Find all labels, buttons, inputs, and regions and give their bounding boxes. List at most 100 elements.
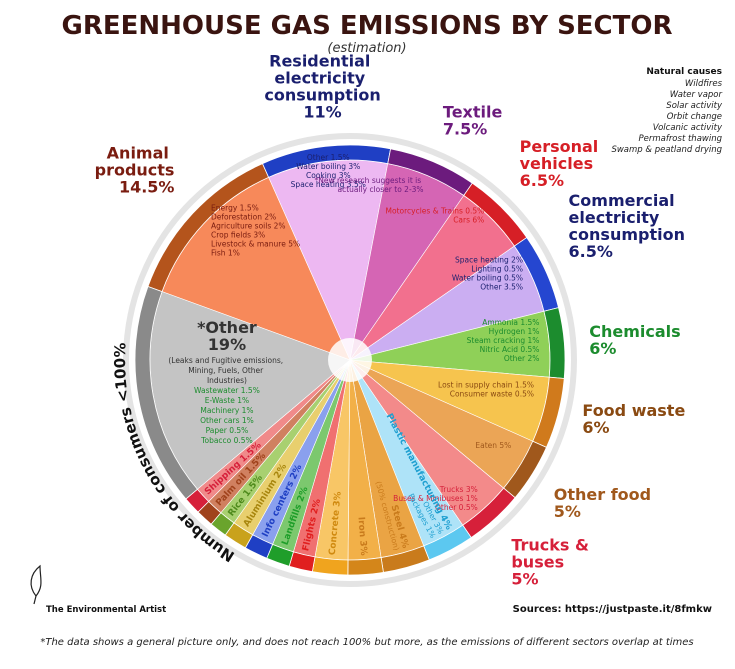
sector-value: 4% xyxy=(396,532,410,549)
sector-name: Concrete xyxy=(328,506,342,555)
sector-arc xyxy=(347,557,384,576)
sector-sub: Lost in supply chain 1.5% xyxy=(438,381,534,390)
sector-name: Commercial electricity consumption xyxy=(569,191,685,244)
natural-cause: Permafrost thawing xyxy=(638,134,722,144)
natural-cause: Swamp & peatland drying xyxy=(611,145,722,155)
sector-sub: Agriculture soils 2% xyxy=(211,221,285,230)
sector-label: Iron 3% xyxy=(355,516,368,555)
sector-sub: Consumer waste 0.5% xyxy=(450,390,534,399)
brand: The Environmental Artist xyxy=(46,605,166,615)
brand-logo xyxy=(30,564,42,605)
sector-name: Residential electricity consumption xyxy=(264,52,380,105)
sector-sub: Cooking 3% xyxy=(306,171,351,180)
sector-sub: Other 3.5% xyxy=(480,283,523,292)
leaf-icon xyxy=(30,564,42,597)
sector-value: 7.5% xyxy=(443,120,487,139)
sector-sub: Eaten 5% xyxy=(475,441,511,450)
sector-value: 5% xyxy=(554,502,581,521)
sector-value: 19% xyxy=(208,335,246,354)
label-line: electricity xyxy=(569,208,665,227)
sector-value: 3% xyxy=(357,540,368,556)
chart-title: GREENHOUSE GAS EMISSIONS BY SECTOR xyxy=(62,11,673,41)
label-line: Residential xyxy=(269,52,376,71)
label-line: electricity xyxy=(274,69,370,88)
label-line: vehicles xyxy=(520,154,594,173)
sector-sub: Other 2% xyxy=(504,354,540,363)
sector-value: 2% xyxy=(310,498,323,515)
sector-sub: Other 1.5% xyxy=(307,153,350,162)
sector-sub: Nitric Acid 0.5% xyxy=(480,345,540,354)
label-line: Industries) xyxy=(207,376,247,385)
label-line: products xyxy=(95,160,175,179)
sector-value: 14.5% xyxy=(119,177,175,196)
natural-cause: Orbit change xyxy=(667,112,722,122)
sector-sub: Cars 6% xyxy=(453,216,484,225)
sector-sub: Motorcycles & Trains 0.5% xyxy=(386,207,485,216)
label-line: Trucks & xyxy=(511,536,594,555)
sector-sub: Steam cracking 1% xyxy=(467,336,540,345)
sector-sub: Space heating 2% xyxy=(455,256,523,265)
label-line: Other food xyxy=(554,485,651,504)
sector-name: Trucks & buses xyxy=(511,536,594,572)
wheel: Energy 1.5%Deforestation 2%Agriculture s… xyxy=(123,133,577,587)
sector-sub: Crop fields 3% xyxy=(211,230,265,239)
label-line: Commercial xyxy=(569,191,681,210)
outer-ring xyxy=(123,133,577,587)
sector-name: Iron xyxy=(355,516,367,540)
sector-sub: Water boiling 0.5% xyxy=(452,274,523,283)
sector-sub: Machinery 1% xyxy=(200,406,253,415)
natural-cause: Solar activity xyxy=(666,101,723,111)
natural-cause: Volcanic activity xyxy=(653,123,723,133)
footnote: *The data shows a general picture only, … xyxy=(40,637,693,648)
sector-arc xyxy=(134,285,198,500)
sources: Sources: https://justpaste.it/8fmkw xyxy=(513,604,712,615)
label-line: Personal xyxy=(520,137,604,156)
sector-sub: E-Waste 1% xyxy=(205,396,249,405)
sector-value: 5% xyxy=(511,570,538,589)
sector-sub: Trucks 3% xyxy=(439,485,478,494)
label-line: Mining, Fuels, Other xyxy=(188,366,265,375)
label-line: consumption xyxy=(569,225,685,244)
label-line: Food waste xyxy=(582,401,685,420)
sector-sub: Lighting 0.5% xyxy=(471,265,523,274)
label-line: Chemicals xyxy=(589,322,680,341)
sector-sub: Livestock & manure 5% xyxy=(211,239,300,248)
label-line: consumption xyxy=(264,86,380,105)
label-line: actually closer to 2-3% xyxy=(337,185,423,194)
sector-name: Food waste xyxy=(582,401,685,420)
sector-sub: Deforestation 2% xyxy=(211,212,276,221)
natural-causes-title: Natural causes xyxy=(646,67,722,77)
label-line: *New research suggests it is xyxy=(315,176,424,185)
sector-name: *Other xyxy=(197,318,257,337)
natural-cause: Wildfires xyxy=(685,79,723,89)
sector-arc xyxy=(311,556,349,576)
sector-name: Personal vehicles xyxy=(520,137,604,173)
sector-note: (Leaks and Fugitive emissions, Mining, F… xyxy=(168,356,285,385)
sector-sub: Tobacco 0.5% xyxy=(200,436,253,445)
sector-sub: Other 0.5% xyxy=(435,503,478,512)
sector-sub: Fish 1% xyxy=(211,248,240,257)
sector-value: 6.5% xyxy=(569,242,613,261)
sector-value: 6.5% xyxy=(520,171,564,190)
sector-sub: Wastewater 1.5% xyxy=(194,386,260,395)
sector-value: 6% xyxy=(589,339,616,358)
sector-sub: Other cars 1% xyxy=(200,416,254,425)
sector-label: Concrete 3% xyxy=(328,491,344,556)
sector-value: 11% xyxy=(303,103,341,122)
chart-subtitle: (estimation) xyxy=(327,41,406,56)
sector-sub: Buses & Minibuses 1% xyxy=(393,494,478,503)
sector-sub: Space heating 3.5% xyxy=(291,180,366,189)
sector-sub: Ammonia 1.5% xyxy=(482,318,539,327)
sector-value: 3% xyxy=(332,491,343,507)
sector-sub: Hydrogen 1% xyxy=(489,327,540,336)
sector-note: *New research suggests it is actually cl… xyxy=(315,176,424,194)
sector-sub: Paper 0.5% xyxy=(206,426,249,435)
center xyxy=(328,338,372,382)
sector-name: Chemicals xyxy=(589,322,680,341)
sector-value: 6% xyxy=(582,418,609,437)
label-line: Animal xyxy=(107,143,175,162)
label-line: Textile xyxy=(443,103,503,122)
sector-sub: Energy 1.5% xyxy=(211,203,259,212)
sector-name: Animal products xyxy=(95,143,175,179)
